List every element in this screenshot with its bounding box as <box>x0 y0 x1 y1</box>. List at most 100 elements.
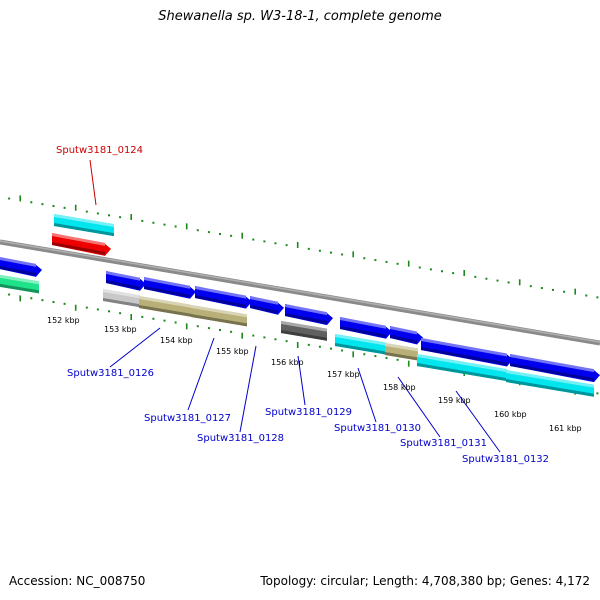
scale-label: 156 kbp <box>271 358 304 367</box>
backbone-line <box>0 239 600 346</box>
cds-box <box>335 334 386 355</box>
cds-box-shadow <box>139 305 191 317</box>
cds-box-shadow <box>191 314 247 327</box>
gene-label-0127[interactable]: Sputw3181_0127 <box>144 413 231 424</box>
cds-box-shadow <box>0 283 39 294</box>
cds-arrow-highlight <box>390 326 417 335</box>
label-leader <box>455 390 501 453</box>
label-leader <box>187 337 215 411</box>
gene-label-0130[interactable]: Sputw3181_0130 <box>334 423 421 434</box>
cds-arrow-highlight <box>250 296 278 305</box>
cds-arrow-highlight <box>52 233 105 246</box>
cds-arrow <box>285 304 333 326</box>
scale-labels: 152 kbp 153 kbp 154 kbp 155 kbp 156 kbp … <box>47 316 582 433</box>
gene-label-0131[interactable]: Sputw3181_0131 <box>400 438 487 449</box>
cds-box <box>385 343 418 361</box>
cds-arrow <box>106 271 146 291</box>
gene-label-0129[interactable]: Sputw3181_0129 <box>265 407 352 418</box>
cds-arrow-highlight <box>510 354 594 373</box>
cds-arrow-highlight <box>340 317 386 329</box>
cds-box-highlight <box>0 274 39 285</box>
topology-text: Topology: circular; Length: 4,708,380 bp… <box>260 574 590 588</box>
cds-box-highlight <box>54 214 114 228</box>
cds-arrow <box>510 354 600 383</box>
cds-arrow-highlight <box>0 256 36 267</box>
label-leader-lines <box>89 159 501 453</box>
label-leader <box>297 355 306 406</box>
label-leader <box>397 376 441 438</box>
cds-arrow <box>195 286 252 309</box>
cds-arrow-shadow <box>421 347 507 366</box>
cds-arrow-shadow <box>195 295 246 308</box>
scale-label: 154 kbp <box>160 336 193 345</box>
cds-arrow-highlight <box>421 338 507 357</box>
cds-arrow-body <box>0 257 42 277</box>
cds-box <box>103 289 140 308</box>
cds-arrow-shadow <box>144 286 190 298</box>
scale-label: 158 kbp <box>383 383 416 392</box>
cds-arrow-shadow <box>0 265 36 276</box>
cds-arrow <box>421 338 513 367</box>
cds-box-highlight <box>385 343 418 352</box>
cds-arrow <box>52 233 111 256</box>
accession-text: Accession: NC_008750 <box>9 574 146 588</box>
cds-box <box>139 296 191 317</box>
label-leader <box>239 345 257 433</box>
scale-label: 160 kbp <box>494 410 527 419</box>
cds-box <box>0 274 39 294</box>
cds-arrow <box>340 317 392 339</box>
cds-arrow <box>144 277 196 299</box>
cds-box-shadow <box>417 363 507 382</box>
cds-arrow <box>390 326 423 345</box>
cds-arrow-highlight <box>285 304 327 316</box>
cds-box-shadow <box>335 343 386 355</box>
cds-box-shadow <box>54 223 114 237</box>
cds-arrow <box>250 296 284 315</box>
gene-labels: Sputw3181_0124 Sputw3181_0126 Sputw3181_… <box>56 145 549 465</box>
cds-arrow-shadow <box>340 326 386 338</box>
cds-arrow-shadow <box>390 335 417 344</box>
scale-label: 155 kbp <box>216 347 249 356</box>
gene-label-0128[interactable]: Sputw3181_0128 <box>197 433 284 444</box>
cds-box-body <box>103 289 140 308</box>
cds-box-body <box>54 214 114 237</box>
outer-scale-ticks <box>8 195 599 299</box>
cds-box <box>417 354 507 382</box>
label-leader <box>89 159 97 206</box>
cds-box-shadow <box>281 330 327 341</box>
cds-box-highlight <box>139 296 191 308</box>
cds-arrow-highlight <box>195 286 246 299</box>
cds-box-shadow <box>103 298 140 308</box>
cds-arrow-shadow <box>510 363 594 382</box>
label-leader <box>109 327 161 368</box>
scale-label: 153 kbp <box>104 325 137 334</box>
scale-label: 161 kbp <box>549 424 582 433</box>
gene-label-0132[interactable]: Sputw3181_0132 <box>462 454 549 465</box>
cds-box-body <box>281 321 327 341</box>
gene-features <box>0 214 600 397</box>
gene-label-0124[interactable]: Sputw3181_0124 <box>56 145 143 156</box>
map-title: Shewanella sp. W3-18-1, complete genome <box>158 9 442 24</box>
cds-box-highlight <box>281 321 327 332</box>
cds-arrow-highlight <box>106 271 140 281</box>
cds-box-highlight <box>506 370 594 388</box>
cds-arrow-highlight <box>144 277 190 289</box>
scale-label: 159 kbp <box>438 396 471 405</box>
cds-box-highlight <box>103 289 140 299</box>
cds-box-highlight <box>335 334 386 346</box>
cds-box <box>281 321 327 341</box>
scale-label: 157 kbp <box>327 370 360 379</box>
cds-box-shadow <box>385 352 418 361</box>
label-leader <box>357 367 377 423</box>
scale-label: 152 kbp <box>47 316 80 325</box>
cds-box-highlight <box>191 305 247 318</box>
cds-arrow <box>0 256 42 277</box>
cds-arrow-shadow <box>106 280 140 290</box>
cds-arrow-shadow <box>285 313 327 325</box>
cds-arrow-shadow <box>52 242 105 255</box>
gene-label-0126[interactable]: Sputw3181_0126 <box>67 368 154 379</box>
cds-box <box>54 214 114 237</box>
cds-box <box>191 305 247 327</box>
cds-arrow-shadow <box>250 305 278 314</box>
